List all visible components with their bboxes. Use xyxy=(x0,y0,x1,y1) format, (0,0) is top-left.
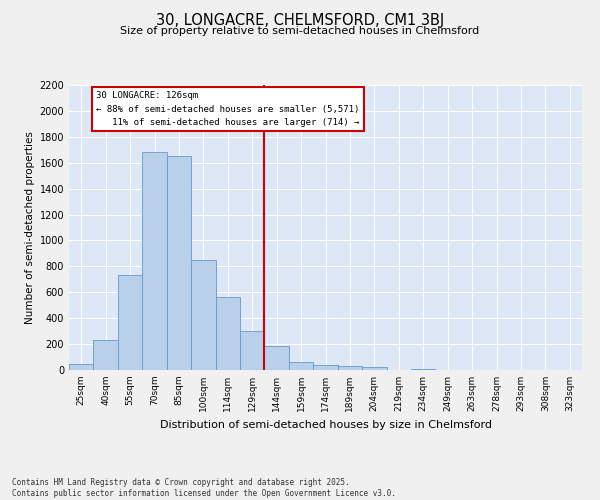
Y-axis label: Number of semi-detached properties: Number of semi-detached properties xyxy=(25,131,35,324)
Text: Size of property relative to semi-detached houses in Chelmsford: Size of property relative to semi-detach… xyxy=(121,26,479,36)
Bar xyxy=(313,365,338,370)
Bar xyxy=(215,298,240,370)
Bar xyxy=(191,260,215,370)
Text: 30, LONGACRE, CHELMSFORD, CM1 3BJ: 30, LONGACRE, CHELMSFORD, CM1 3BJ xyxy=(156,12,444,28)
Text: Contains HM Land Registry data © Crown copyright and database right 2025.
Contai: Contains HM Land Registry data © Crown c… xyxy=(12,478,396,498)
Bar xyxy=(167,156,191,370)
Text: 30 LONGACRE: 126sqm
← 88% of semi-detached houses are smaller (5,571)
   11% of : 30 LONGACRE: 126sqm ← 88% of semi-detach… xyxy=(97,92,360,127)
Bar xyxy=(94,340,118,370)
Bar xyxy=(338,366,362,370)
Bar xyxy=(69,364,94,370)
Bar xyxy=(118,276,142,370)
Bar xyxy=(240,331,265,370)
Bar xyxy=(362,367,386,370)
Bar xyxy=(142,152,167,370)
Bar xyxy=(411,368,436,370)
X-axis label: Distribution of semi-detached houses by size in Chelmsford: Distribution of semi-detached houses by … xyxy=(160,420,491,430)
Bar xyxy=(289,362,313,370)
Bar xyxy=(265,346,289,370)
